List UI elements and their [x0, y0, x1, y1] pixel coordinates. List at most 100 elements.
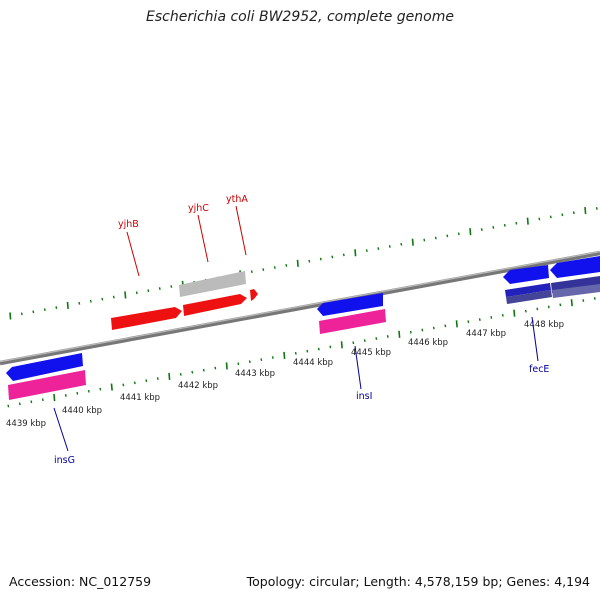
minor-tick	[179, 372, 182, 376]
minor-tick	[457, 232, 460, 236]
minor-tick	[377, 247, 380, 250]
scale-label: 4445 kbp	[351, 348, 391, 358]
cds-fecE-bar-2[interactable]	[506, 290, 552, 304]
minor-tick	[41, 398, 44, 402]
leader-insG	[53, 407, 69, 452]
major-tick	[296, 259, 299, 267]
gene-yjhC-arrow[interactable]	[183, 294, 247, 316]
minor-tick	[595, 207, 598, 210]
gene-label-insI[interactable]: insI	[356, 391, 372, 402]
gene-fecE-arrow-1[interactable]	[503, 265, 549, 284]
minor-tick	[214, 366, 217, 370]
gene-label-fecE[interactable]: fecE	[529, 364, 549, 375]
genome-backbone	[0, 250, 600, 366]
minor-tick	[444, 324, 447, 328]
minor-tick	[593, 297, 596, 300]
minor-tick	[432, 326, 435, 330]
major-tick	[526, 217, 529, 225]
gene-label-ythA[interactable]: ythA	[226, 194, 248, 205]
minor-tick	[363, 339, 366, 343]
minor-tick	[559, 303, 562, 307]
minor-tick	[30, 400, 33, 404]
minor-tick	[237, 362, 240, 366]
gene-label-yjhB[interactable]: yjhB	[118, 219, 139, 230]
map-title: Escherichia coli BW2952, complete genome	[146, 9, 454, 25]
minor-tick	[549, 215, 552, 219]
minor-tick	[480, 228, 483, 231]
minor-tick	[547, 305, 550, 309]
minor-tick	[400, 242, 403, 246]
minor-tick	[191, 370, 194, 374]
pseudo-gene-bar[interactable]	[179, 271, 246, 297]
major-tick	[124, 291, 127, 299]
minor-tick	[515, 221, 518, 225]
genome-summary-text: Topology: circular; Length: 4,578,159 bp…	[246, 574, 590, 589]
gene-label-yjhC[interactable]: yjhC	[188, 203, 209, 214]
scale-label: 4440 kbp	[62, 406, 102, 416]
minor-tick	[501, 313, 504, 317]
leader-ythA	[235, 205, 247, 256]
gene-insI-arrow[interactable]	[317, 293, 383, 316]
minor-tick	[248, 360, 251, 364]
scale-label: 4448 kbp	[524, 320, 564, 330]
minor-tick	[87, 389, 90, 393]
minor-tick	[250, 270, 253, 274]
major-tick	[398, 330, 401, 338]
major-tick	[354, 249, 357, 257]
major-tick	[225, 362, 228, 370]
lower-tick-track	[7, 297, 596, 408]
minor-tick	[582, 299, 585, 302]
minor-tick	[64, 394, 67, 397]
major-tick	[469, 228, 472, 236]
gene-yjhB-arrow[interactable]	[111, 307, 182, 330]
scale-label: 4439 kbp	[6, 419, 46, 429]
minor-tick	[386, 335, 389, 338]
minor-tick	[158, 287, 161, 291]
minor-tick	[446, 234, 449, 238]
scale-label: 4441 kbp	[120, 393, 160, 403]
minor-tick	[156, 377, 159, 381]
minor-tick	[7, 404, 10, 408]
minor-tick	[271, 356, 274, 359]
minor-tick	[133, 381, 136, 385]
major-tick	[455, 320, 458, 328]
major-tick	[584, 207, 587, 215]
minor-tick	[524, 309, 527, 313]
minor-tick	[76, 391, 79, 395]
minor-tick	[423, 238, 426, 242]
leader-yjhB	[126, 231, 140, 277]
major-tick	[168, 372, 171, 381]
minor-tick	[409, 330, 412, 334]
minor-tick	[20, 312, 23, 316]
scale-label: 4447 kbp	[466, 329, 506, 339]
minor-tick	[375, 337, 378, 340]
minor-tick	[317, 347, 320, 351]
gene-ythA-arrow[interactable]	[250, 289, 258, 301]
major-tick	[570, 299, 573, 307]
minor-tick	[421, 328, 424, 332]
gene-fecE-arrow-2[interactable]	[550, 256, 600, 278]
minor-tick	[99, 387, 102, 391]
cds-insI-bar[interactable]	[319, 309, 386, 334]
scale-label: 4446 kbp	[408, 338, 448, 348]
gene-insG-arrow[interactable]	[6, 353, 83, 381]
minor-tick	[561, 213, 564, 217]
minor-tick	[43, 308, 46, 312]
minor-tick	[331, 255, 334, 259]
minor-tick	[55, 306, 58, 309]
gene-label-insG[interactable]: insG	[54, 455, 75, 466]
scale-labels: 4439 kbp 4440 kbp 4441 kbp 4442 kbp 4443 kbp…	[6, 320, 564, 429]
cds-fecE-bar-1[interactable]	[505, 283, 551, 297]
minor-tick	[536, 307, 539, 311]
minor-tick	[492, 226, 495, 229]
cds-insG-bar[interactable]	[8, 370, 86, 400]
minor-tick	[32, 310, 35, 314]
leader-fecE	[531, 316, 539, 362]
minor-tick	[262, 268, 265, 272]
cds-fecE-bar-4[interactable]	[552, 284, 600, 298]
minor-tick	[145, 379, 148, 383]
minor-tick	[135, 291, 138, 295]
minor-tick	[170, 285, 173, 288]
major-tick	[9, 312, 12, 320]
major-tick	[53, 393, 56, 402]
